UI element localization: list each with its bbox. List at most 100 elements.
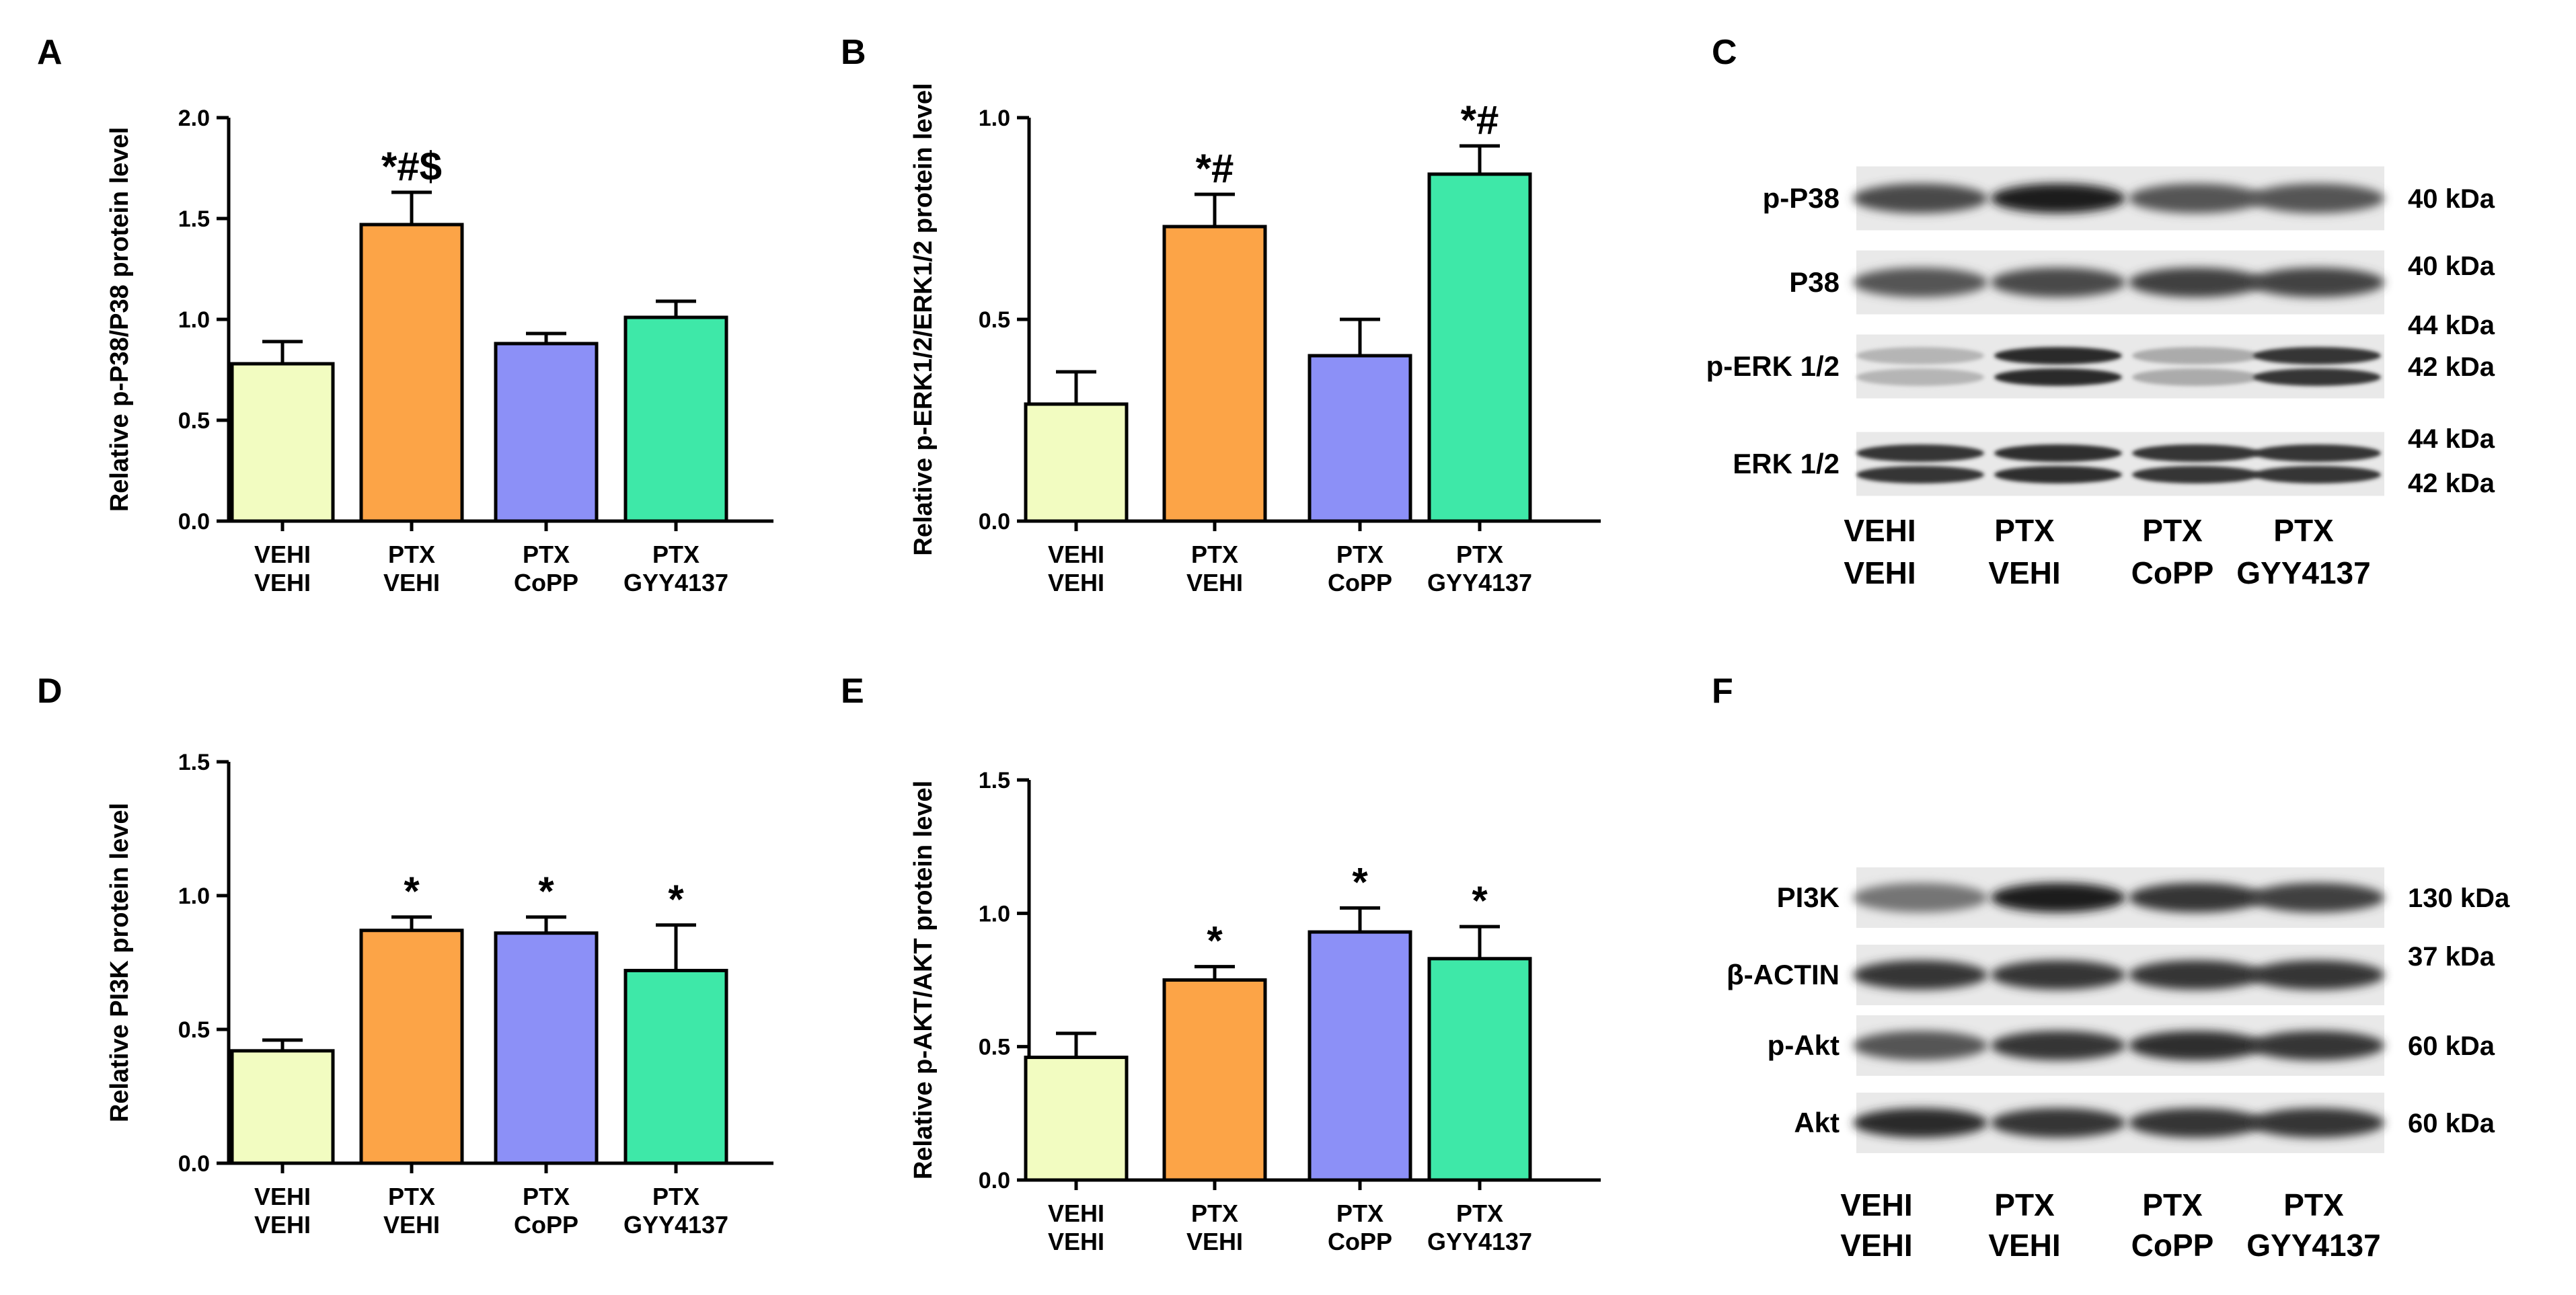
y-tick-label: 0.0 bbox=[178, 509, 210, 535]
blot-band bbox=[1994, 444, 2122, 462]
x-tick-label: VEHI bbox=[1186, 569, 1243, 596]
bar bbox=[1308, 354, 1412, 523]
bar bbox=[1162, 225, 1267, 523]
kda-label: 42 kDa bbox=[2408, 469, 2495, 498]
blot-row-label: Akt bbox=[1794, 1107, 1840, 1138]
x-tick-label: PTX bbox=[652, 541, 699, 568]
chart-panel-b: B 0.0 0.5 1.0 Relative p-ERK1/2/ERK1/2 prote… bbox=[841, 33, 1601, 596]
x-tick-label: PTX bbox=[388, 1183, 435, 1210]
blot-band bbox=[2253, 466, 2381, 483]
x-tick-label: GYY4137 bbox=[1427, 569, 1532, 596]
blot-band bbox=[2253, 444, 2381, 462]
x-tick-label: PTX bbox=[1456, 541, 1503, 568]
lane-label: PTX bbox=[1994, 1187, 2055, 1222]
y-tick-label: 0.5 bbox=[979, 307, 1010, 333]
blot-band bbox=[1991, 960, 2125, 990]
bar bbox=[230, 1049, 335, 1165]
blot-band bbox=[1991, 184, 2125, 213]
blot-band bbox=[2132, 466, 2260, 483]
blot-panel-c: Cp-P38 40 kDa P38 40 kDa p-ERK 1/2 44 kDa 42 k… bbox=[1706, 33, 2495, 590]
panel-letter: E bbox=[841, 672, 864, 711]
blot-row: p-P38 40 kDa bbox=[1763, 166, 2495, 231]
blot-band bbox=[2250, 1031, 2384, 1060]
y-axis-label: Relative PI3K protein level bbox=[106, 803, 134, 1122]
kda-label: 37 kDa bbox=[2408, 942, 2495, 972]
x-tick-label: VEHI bbox=[254, 569, 311, 596]
blot-band bbox=[2253, 347, 2381, 364]
blot-band bbox=[2250, 883, 2384, 912]
x-tick-label: PTX bbox=[523, 1183, 570, 1210]
kda-label: 130 kDa bbox=[2408, 884, 2510, 913]
blot-band bbox=[2132, 444, 2260, 462]
y-tick-label: 0.5 bbox=[178, 1017, 210, 1043]
blot-row-label: P38 bbox=[1789, 266, 1840, 298]
blot-band bbox=[1853, 1031, 1987, 1060]
blot-band bbox=[2132, 368, 2260, 386]
significance-label: * bbox=[404, 869, 420, 914]
bar bbox=[230, 362, 335, 523]
y-tick-label: 0.5 bbox=[979, 1035, 1010, 1060]
bar bbox=[359, 929, 464, 1165]
panel-letter: A bbox=[37, 33, 63, 72]
kda-label: 44 kDa bbox=[2408, 424, 2495, 454]
x-tick-label: VEHI bbox=[383, 1211, 440, 1239]
bar bbox=[494, 931, 599, 1165]
panel-letter: C bbox=[1712, 33, 1737, 72]
blot-band bbox=[2253, 368, 2381, 386]
blot-band bbox=[1853, 960, 1987, 990]
blot-band bbox=[1991, 1031, 2125, 1060]
y-tick-label: 2.0 bbox=[178, 106, 210, 131]
x-tick-label: VEHI bbox=[254, 541, 311, 568]
lane-label: VEHI bbox=[1840, 1228, 1912, 1263]
x-tick-label: PTX bbox=[523, 541, 570, 568]
bar bbox=[1162, 978, 1267, 1182]
bar bbox=[494, 342, 599, 523]
x-tick-label: PTX bbox=[1456, 1200, 1503, 1227]
kda-label: 42 kDa bbox=[2408, 352, 2495, 382]
blot-row-label: ERK 1/2 bbox=[1733, 448, 1840, 479]
chart-panel-a: A 0.0 0.5 1.0 1.5 2.0 Relative p-P38/P38 prote… bbox=[37, 33, 773, 596]
lane-label: PTX bbox=[2283, 1187, 2344, 1222]
lane-label: VEHI bbox=[1988, 555, 2060, 590]
y-tick-label: 0.0 bbox=[178, 1151, 210, 1177]
bar bbox=[359, 223, 464, 523]
blot-band bbox=[1853, 268, 1987, 297]
y-tick-label: 1.5 bbox=[178, 750, 210, 775]
x-tick-label: GYY4137 bbox=[623, 1211, 728, 1239]
y-tick-label: 0.5 bbox=[178, 408, 210, 434]
kda-label: 40 kDa bbox=[2408, 184, 2495, 214]
blot-row: PI3K 130 kDa bbox=[1777, 867, 2510, 928]
blot-band bbox=[1991, 883, 2125, 912]
blot-panel-f: F PI3K 130 kDa β-ACTIN 37 kDa p-Akt 60 kDa Akt 6… bbox=[1712, 672, 2510, 1263]
blot-band bbox=[1856, 347, 1984, 364]
kda-label: 44 kDa bbox=[2408, 311, 2495, 340]
y-axis-label: Relative p-AKT/AKT protein level bbox=[909, 781, 938, 1179]
x-tick-label: PTX bbox=[1191, 541, 1238, 568]
significance-label: *# bbox=[1196, 146, 1234, 191]
kda-label: 40 kDa bbox=[2408, 251, 2495, 281]
y-tick-label: 1.0 bbox=[979, 901, 1010, 927]
blot-band bbox=[1994, 347, 2122, 364]
chart-panel-d: D 0.0 0.5 1.0 1.5 Relative PI3K protein level… bbox=[37, 672, 773, 1239]
lane-label: PTX bbox=[1994, 513, 2055, 548]
lane-label: VEHI bbox=[1840, 1187, 1912, 1222]
x-tick-label: PTX bbox=[1336, 541, 1384, 568]
x-tick-label: VEHI bbox=[1048, 541, 1104, 568]
y-tick-label: 1.0 bbox=[979, 106, 1010, 131]
lane-label: GYY4137 bbox=[2246, 1228, 2380, 1263]
x-tick-label: VEHI bbox=[1048, 569, 1104, 596]
significance-label: * bbox=[1472, 878, 1488, 923]
x-tick-label: CoPP bbox=[514, 569, 578, 596]
lane-label: CoPP bbox=[2131, 1228, 2214, 1263]
blot-band bbox=[1991, 1108, 2125, 1138]
x-tick-label: CoPP bbox=[1328, 569, 1392, 596]
blot-band bbox=[1856, 444, 1984, 462]
significance-label: * bbox=[1352, 859, 1368, 904]
bar bbox=[1024, 1056, 1129, 1182]
blot-band bbox=[2129, 184, 2263, 213]
x-tick-label: VEHI bbox=[1048, 1200, 1104, 1227]
lane-label: VEHI bbox=[1988, 1228, 2060, 1263]
y-tick-label: 0.0 bbox=[979, 509, 1010, 535]
chart-panel-e: E 0.0 0.5 1.0 1.5 Relative p-AKT/AKT protein … bbox=[841, 672, 1601, 1255]
